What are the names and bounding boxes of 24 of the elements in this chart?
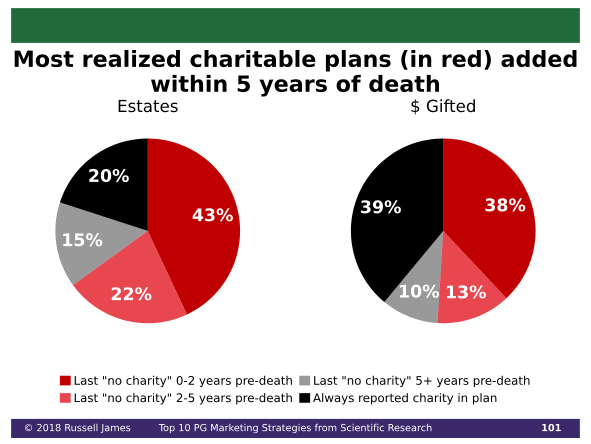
legend-label: Last "no charity" 5+ years pre-death — [314, 376, 530, 388]
data-label: 10% — [400, 284, 439, 298]
pie-slice — [437, 230, 506, 324]
chart-title: $ Gifted — [411, 99, 475, 114]
data-label: 13% — [446, 285, 486, 298]
text: 101 — [542, 424, 561, 432]
data-label: 39% — [361, 200, 401, 214]
pie-slice — [55, 202, 148, 286]
pie-slice — [443, 138, 536, 298]
data-label: 15% — [63, 233, 102, 246]
data-label: 43% — [192, 208, 233, 222]
data-label: 22% — [112, 287, 152, 300]
text: Most realized charitable plans (in red) added within 5 years of death — [14, 50, 576, 97]
data-label: 20% — [89, 168, 129, 182]
pie-slice — [60, 138, 148, 231]
pie-slice — [350, 138, 444, 302]
legend-label: Last "no charity" 0-2 years pre-death — [74, 376, 292, 388]
legend-label: Last "no charity" 2-5 years pre-death — [74, 393, 292, 405]
text: © 2018 Russell James — [24, 424, 130, 434]
chart-title: Estates — [118, 100, 178, 112]
text: Top 10 PG Marketing Strategies from Scientific Research — [158, 424, 432, 434]
data-label: 38% — [485, 198, 526, 212]
pie-slice — [384, 230, 444, 324]
legend-label: Always reported charity in plan — [313, 393, 496, 405]
